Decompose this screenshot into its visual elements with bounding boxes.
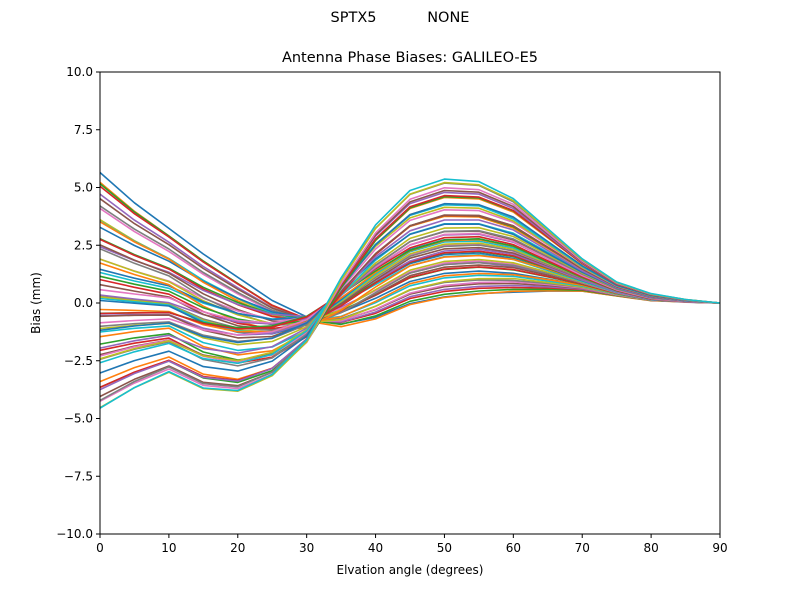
y-tick-label: 5.0: [74, 181, 93, 195]
data-series-line: [99, 178, 721, 409]
x-tick-label: 20: [230, 541, 245, 555]
y-tick-label: −10.0: [56, 527, 93, 541]
suptitle-left: SPTX5: [330, 10, 377, 26]
x-tick-label: 70: [575, 541, 590, 555]
y-tick-label: −7.5: [64, 469, 93, 483]
x-tick-label: 50: [437, 541, 452, 555]
x-tick-label: 80: [643, 541, 658, 555]
x-tick-label: 60: [506, 541, 521, 555]
y-axis-label: Bias (mm): [29, 272, 43, 334]
suptitle-right: NONE: [427, 10, 470, 26]
data-series-line: [99, 202, 721, 374]
x-tick-label: 40: [368, 541, 383, 555]
x-tick-label: 10: [161, 541, 176, 555]
y-tick-label: 7.5: [74, 123, 93, 137]
y-tick-label: −2.5: [64, 354, 93, 368]
y-tick-label: 0.0: [74, 296, 93, 310]
data-series-group: [99, 171, 721, 409]
y-tick-label: 2.5: [74, 238, 93, 252]
figure-suptitle: SPTX5 NONE: [0, 10, 800, 26]
x-axis-label: Elvation angle (degrees): [337, 563, 484, 577]
x-axis-ticks: 0 10 20 30 40 50 60 70 80 90: [96, 534, 728, 555]
y-tick-label: −5.0: [64, 412, 93, 426]
y-tick-label: 10.0: [66, 65, 93, 79]
chart-title: Antenna Phase Biases: GALILEO-E5: [281, 50, 539, 66]
x-tick-label: 90: [712, 541, 727, 555]
x-tick-label: 30: [299, 541, 314, 555]
y-axis-ticks: −10.0 −7.5 −5.0 −2.5 0.0 2.5 5.0 7.5 10.0: [56, 65, 100, 541]
data-series-line: [99, 219, 721, 354]
x-tick-label: 0: [96, 541, 104, 555]
